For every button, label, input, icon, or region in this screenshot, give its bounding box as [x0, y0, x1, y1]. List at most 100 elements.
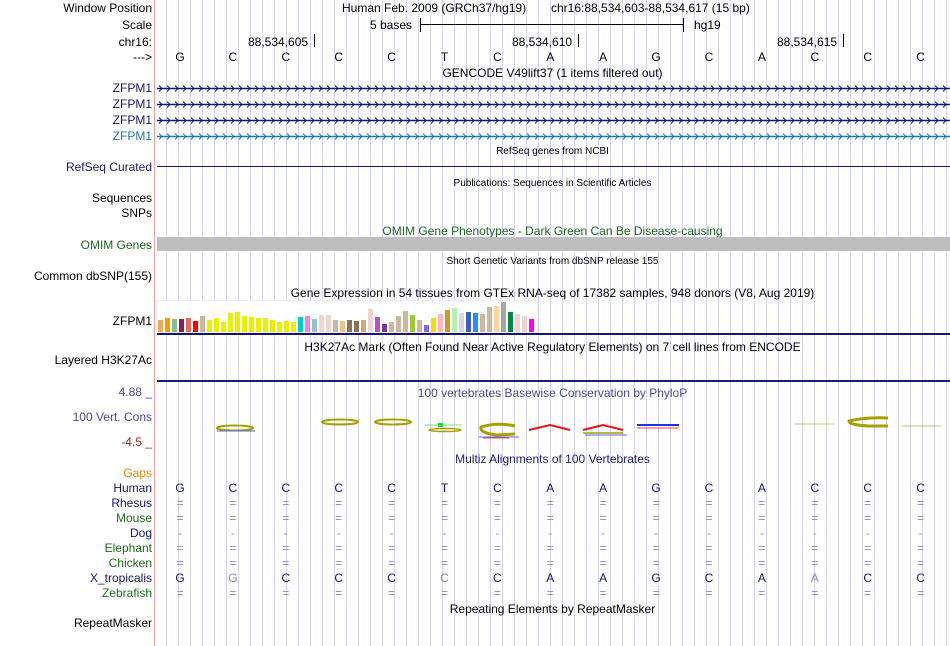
- gtex-tissue-bar[interactable]: [522, 316, 527, 332]
- publications-label-sequences[interactable]: Sequences: [91, 191, 152, 205]
- gtex-tissue-bar[interactable]: [242, 316, 247, 332]
- multiz-gaps-label[interactable]: Gaps: [123, 466, 152, 480]
- gtex-tissue-bar[interactable]: [403, 311, 408, 332]
- dbsnp-track-label[interactable]: Common dbSNP(155): [33, 269, 152, 283]
- multiz-species-label[interactable]: X_tropicalis: [89, 571, 152, 585]
- phylop-logo[interactable]: [157, 400, 950, 450]
- gtex-tissue-bar[interactable]: [305, 316, 310, 332]
- gtex-tissue-bar[interactable]: [480, 314, 485, 332]
- gtex-tissue-bar[interactable]: [417, 320, 422, 332]
- gtex-tissue-bar[interactable]: [333, 320, 338, 332]
- gencode-transcript[interactable]: [157, 132, 950, 141]
- gtex-tissue-bar[interactable]: [389, 322, 394, 332]
- gtex-tissue-bar[interactable]: [298, 317, 303, 332]
- gencode-item-label[interactable]: ZFPM1: [112, 97, 152, 111]
- gtex-tissue-bar[interactable]: [284, 321, 289, 332]
- gtex-tissue-bar[interactable]: [172, 319, 177, 332]
- window-position[interactable]: chr16:88,534,603-88,534,617 (15 bp): [551, 1, 750, 15]
- gencode-transcript[interactable]: [157, 100, 950, 109]
- gtex-tissue-bar[interactable]: [473, 313, 478, 332]
- gtex-tissue-bar[interactable]: [396, 316, 401, 332]
- gtex-tissue-bar[interactable]: [361, 320, 366, 332]
- gtex-tissue-bar[interactable]: [291, 322, 296, 332]
- publications-label-snps[interactable]: SNPs: [121, 206, 152, 220]
- gtex-tissue-bar[interactable]: [263, 318, 268, 332]
- strand-chevron-icon: [478, 85, 483, 92]
- omim-track-label[interactable]: OMIM Genes: [80, 238, 152, 252]
- multiz-species-label[interactable]: Zebrafish: [101, 586, 152, 600]
- strand-chevron-icon: [238, 101, 243, 108]
- omim-gene-bar[interactable]: [157, 237, 950, 251]
- gtex-tissue-bar[interactable]: [228, 313, 233, 332]
- gtex-tissue-bar[interactable]: [487, 307, 492, 332]
- phylop-glyph-c: [321, 418, 359, 426]
- gtex-tissue-bar[interactable]: [340, 321, 345, 332]
- gtex-tissue-bar[interactable]: [529, 319, 534, 332]
- gtex-tissue-bar[interactable]: [165, 318, 170, 332]
- gtex-tissue-bar[interactable]: [186, 318, 191, 332]
- gtex-tissue-bar[interactable]: [459, 313, 464, 332]
- gencode-item-label[interactable]: ZFPM1: [112, 81, 152, 95]
- gtex-tissue-bar[interactable]: [382, 324, 387, 332]
- gtex-tissue-bar[interactable]: [508, 312, 513, 332]
- h3k27ac-track-label[interactable]: Layered H3K27Ac: [54, 353, 152, 367]
- gtex-tissue-bar[interactable]: [375, 317, 380, 332]
- gtex-tissue-bar[interactable]: [249, 317, 254, 332]
- strand-chevron-icon: [174, 85, 179, 92]
- strand-chevron-icon: [598, 85, 603, 92]
- gtex-tissue-bar[interactable]: [193, 321, 198, 332]
- gtex-bar-chart[interactable]: [156, 300, 538, 333]
- alignment-base: =: [917, 496, 925, 510]
- gtex-tissue-bar[interactable]: [445, 310, 450, 332]
- gtex-tissue-bar[interactable]: [207, 320, 212, 332]
- strand-chevron-icon: [206, 133, 211, 140]
- gencode-transcript[interactable]: [157, 84, 950, 93]
- strand-chevron-icon: [254, 133, 259, 140]
- multiz-species-label[interactable]: Dog: [129, 526, 152, 540]
- gtex-tissue-bar[interactable]: [319, 315, 324, 332]
- multiz-species-label[interactable]: Human: [113, 481, 152, 495]
- gtex-tissue-bar[interactable]: [431, 318, 436, 332]
- ruler-tick: [843, 34, 844, 47]
- repeatmasker-track-label[interactable]: RepeatMasker: [73, 616, 152, 630]
- gtex-tissue-bar[interactable]: [410, 315, 415, 332]
- phylop-glyph-g: [637, 424, 679, 429]
- gtex-tissue-bar[interactable]: [158, 320, 163, 332]
- gtex-tissue-bar[interactable]: [221, 322, 226, 332]
- gtex-tissue-bar[interactable]: [501, 302, 506, 332]
- gtex-track-label[interactable]: ZFPM1: [112, 314, 152, 328]
- gtex-tissue-bar[interactable]: [235, 312, 240, 332]
- strand-chevron-icon: [654, 101, 659, 108]
- gtex-tissue-bar[interactable]: [494, 306, 499, 332]
- gtex-tissue-bar[interactable]: [200, 316, 205, 332]
- phylop-track-title: 100 vertebrates Basewise Conservation by…: [417, 386, 688, 400]
- gtex-tissue-bar[interactable]: [452, 308, 457, 332]
- ruler-base: C: [810, 50, 820, 64]
- multiz-species-label[interactable]: Rhesus: [111, 496, 152, 510]
- gtex-tissue-bar[interactable]: [277, 322, 282, 332]
- gtex-tissue-bar[interactable]: [270, 320, 275, 332]
- multiz-species-label[interactable]: Elephant: [104, 541, 152, 555]
- gtex-tissue-bar[interactable]: [354, 321, 359, 332]
- refseq-gene-line[interactable]: [157, 166, 950, 167]
- gtex-tissue-bar[interactable]: [312, 319, 317, 332]
- gtex-tissue-bar[interactable]: [214, 318, 219, 332]
- gtex-tissue-bar[interactable]: [179, 319, 184, 332]
- gtex-tissue-bar[interactable]: [256, 318, 261, 332]
- alignment-base: =: [864, 541, 872, 555]
- gtex-tissue-bar[interactable]: [424, 325, 429, 332]
- gtex-tissue-bar[interactable]: [347, 320, 352, 332]
- strand-chevron-icon: [798, 85, 803, 92]
- gtex-tissue-bar[interactable]: [466, 312, 471, 332]
- gencode-item-label[interactable]: ZFPM1: [112, 129, 152, 143]
- multiz-species-label[interactable]: Mouse: [115, 511, 152, 525]
- gtex-tissue-bar[interactable]: [515, 314, 520, 332]
- multiz-species-label[interactable]: Chicken: [108, 556, 152, 570]
- gtex-tissue-bar[interactable]: [326, 315, 331, 332]
- gtex-tissue-bar[interactable]: [368, 309, 373, 332]
- gencode-item-label[interactable]: ZFPM1: [112, 113, 152, 127]
- gtex-tissue-bar[interactable]: [438, 314, 443, 332]
- gencode-transcript[interactable]: [157, 116, 950, 125]
- phylop-track-label[interactable]: 100 Vert. Cons: [72, 410, 152, 424]
- refseq-track-label[interactable]: RefSeq Curated: [65, 160, 152, 174]
